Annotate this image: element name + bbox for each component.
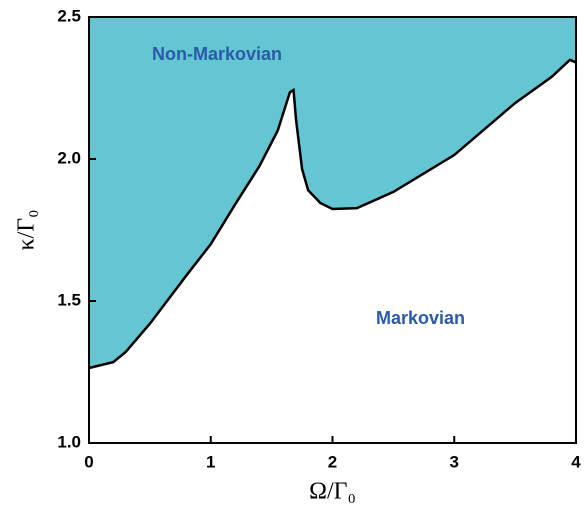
y-tick-label: 2.0 <box>57 148 81 167</box>
x-tick-label: 0 <box>84 452 93 471</box>
x-tick-label: 4 <box>571 452 581 471</box>
y-axis-label: κ/Γ₀ <box>14 209 40 250</box>
boundary-line <box>88 58 577 370</box>
x-tick-label: 3 <box>450 452 459 471</box>
x-tick-label: 1 <box>206 452 215 471</box>
y-tick-label: 1.5 <box>57 290 81 309</box>
area-fill <box>89 17 576 369</box>
x-tick-label: 2 <box>328 452 337 471</box>
x-axis-label: Ω/Γ₀ <box>309 479 356 505</box>
annotation: Markovian <box>376 308 465 328</box>
y-tick-label: 2.5 <box>57 6 81 25</box>
annotation: Non-Markovian <box>152 44 282 64</box>
y-tick-label: 1.0 <box>57 432 81 451</box>
